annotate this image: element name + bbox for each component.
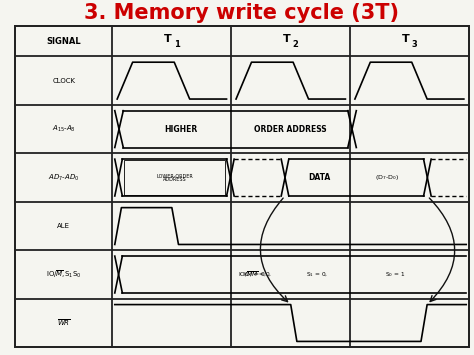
Text: $A_{15}$-$A_8$: $A_{15}$-$A_8$: [52, 124, 75, 134]
Text: IO/$\overline{M}$,S$_1$S$_0$: IO/$\overline{M}$,S$_1$S$_0$: [46, 269, 82, 280]
Text: 1: 1: [173, 40, 180, 49]
Text: 3: 3: [411, 40, 417, 49]
Text: T: T: [164, 34, 172, 44]
Text: DATA: DATA: [309, 173, 330, 182]
Text: 2: 2: [292, 40, 299, 49]
Text: HIGHER: HIGHER: [164, 125, 198, 133]
Text: T: T: [401, 34, 410, 44]
Text: S$_0$ = 1: S$_0$ = 1: [385, 270, 405, 279]
Text: ALE: ALE: [57, 223, 70, 229]
Text: LOWER-ORDER: LOWER-ORDER: [156, 174, 193, 179]
Text: IO/$\overline{M}$ = 0,: IO/$\overline{M}$ = 0,: [244, 270, 273, 279]
Text: ORDER ADDRESS: ORDER ADDRESS: [255, 125, 327, 133]
Text: T: T: [283, 34, 291, 44]
Text: $\overline{WR}$: $\overline{WR}$: [57, 318, 71, 328]
Text: IO/$\overline{M}$ = 0,: IO/$\overline{M}$ = 0,: [238, 270, 267, 279]
Text: S$_1$ = 0,: S$_1$ = 0,: [306, 270, 328, 279]
Text: ADDRESS: ADDRESS: [163, 177, 186, 182]
Text: CLOCK: CLOCK: [52, 78, 75, 84]
Text: $AD_7$-$AD_0$: $AD_7$-$AD_0$: [48, 173, 79, 183]
Text: SIGNAL: SIGNAL: [46, 37, 81, 45]
Bar: [124, 160, 225, 195]
Text: (D$_7$-D$_0$): (D$_7$-D$_0$): [375, 173, 399, 182]
Text: 3. Memory write cycle (3T): 3. Memory write cycle (3T): [84, 4, 399, 23]
